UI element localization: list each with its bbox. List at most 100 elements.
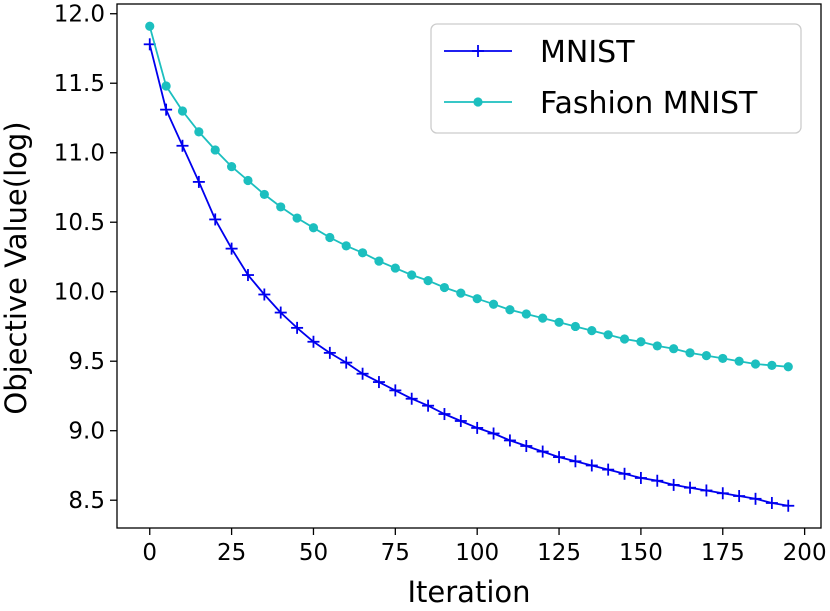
y-tick-label: 12.0 — [54, 2, 105, 28]
data-point-fashion-mnist — [243, 175, 253, 186]
data-point-fashion-mnist — [505, 305, 515, 315]
data-point-fashion-mnist — [407, 270, 417, 280]
data-point-mnist — [733, 490, 746, 503]
data-point-mnist — [258, 288, 271, 301]
data-point-mnist — [585, 459, 598, 472]
data-point-mnist — [192, 175, 205, 188]
data-point-mnist — [307, 335, 320, 348]
legend-marker-fashion-mnist — [473, 97, 483, 107]
data-point-mnist — [340, 356, 353, 369]
data-point-fashion-mnist — [554, 317, 564, 327]
data-point-fashion-mnist — [750, 359, 761, 369]
x-tick-label: 125 — [537, 540, 581, 566]
data-point-fashion-mnist — [538, 313, 548, 323]
data-point-fashion-mnist — [161, 81, 171, 91]
y-tick-label: 11.5 — [54, 71, 105, 97]
data-point-mnist — [503, 434, 516, 447]
data-point-mnist — [765, 496, 778, 509]
data-point-fashion-mnist — [194, 127, 204, 137]
data-point-mnist — [274, 306, 287, 319]
x-tick-label: 100 — [455, 540, 499, 566]
data-point-fashion-mnist — [423, 275, 433, 286]
data-point-mnist — [602, 463, 615, 476]
data-point-fashion-mnist — [456, 288, 466, 298]
data-point-fashion-mnist — [619, 334, 630, 344]
x-tick-label: 150 — [619, 540, 663, 566]
data-point-mnist — [716, 487, 729, 500]
legend-marker-mnist — [472, 45, 484, 57]
x-tick-label: 75 — [381, 540, 410, 566]
data-point-mnist — [520, 439, 533, 452]
data-point-fashion-mnist — [767, 360, 777, 370]
data-point-fashion-mnist — [701, 351, 711, 361]
data-point-mnist — [487, 427, 500, 440]
data-point-fashion-mnist — [341, 241, 351, 251]
data-point-fashion-mnist — [783, 362, 793, 372]
data-point-mnist — [323, 346, 336, 359]
data-point-mnist — [684, 481, 697, 494]
data-point-mnist — [372, 376, 385, 389]
data-point-mnist — [569, 455, 582, 468]
data-point-mnist — [782, 499, 795, 512]
x-tick-label: 50 — [299, 540, 328, 566]
data-point-mnist — [454, 414, 467, 427]
data-point-fashion-mnist — [734, 356, 744, 366]
data-point-mnist — [536, 445, 549, 458]
legend-label-mnist: MNIST — [540, 35, 635, 70]
data-point-mnist — [209, 213, 222, 226]
data-point-mnist — [356, 367, 369, 380]
data-point-mnist — [634, 471, 647, 484]
data-point-fashion-mnist — [325, 232, 335, 243]
series-line-fashion-mnist — [148, 25, 789, 368]
legend: MNIST Fashion MNIST — [430, 23, 802, 134]
data-point-fashion-mnist — [488, 299, 499, 309]
data-point-mnist — [553, 451, 566, 464]
y-tick-label: 9.5 — [68, 349, 105, 375]
data-point-fashion-mnist — [308, 223, 319, 233]
data-point-fashion-mnist — [685, 348, 695, 358]
data-point-fashion-mnist — [210, 145, 220, 155]
x-tick-label: 25 — [217, 540, 246, 566]
y-tick-label: 10.0 — [54, 280, 105, 306]
data-point-mnist — [700, 484, 713, 497]
data-point-mnist — [667, 478, 680, 491]
x-axis: 0 25 50 75 100 125 150 175 200 — [142, 528, 827, 566]
y-axis: 8.5 9.0 9.5 10.0 10.5 11.0 11.5 12.0 — [54, 2, 117, 514]
data-point-mnist — [422, 399, 435, 412]
data-point-fashion-mnist — [439, 282, 450, 293]
data-point-fashion-mnist — [357, 248, 368, 258]
data-point-fashion-mnist — [636, 337, 646, 347]
x-axis-title: Iteration — [407, 575, 530, 609]
y-axis-title: Objective Value(log) — [0, 121, 33, 414]
data-point-mnist — [749, 492, 762, 505]
y-tick-label: 11.0 — [54, 141, 105, 167]
series-line-mnist — [148, 44, 789, 507]
data-point-fashion-mnist — [521, 309, 531, 319]
data-point-mnist — [225, 242, 238, 255]
data-point-fashion-mnist — [259, 189, 269, 200]
data-point-fashion-mnist — [374, 256, 384, 266]
data-point-mnist — [389, 384, 402, 397]
data-point-fashion-mnist — [390, 263, 400, 273]
data-point-fashion-mnist — [292, 213, 302, 223]
data-point-mnist — [471, 421, 484, 434]
data-point-fashion-mnist — [669, 344, 679, 354]
y-tick-label: 8.5 — [68, 488, 105, 514]
legend-box — [430, 23, 802, 134]
data-point-fashion-mnist — [472, 294, 482, 304]
data-point-mnist — [241, 269, 254, 282]
data-point-mnist — [291, 321, 304, 334]
data-point-fashion-mnist — [177, 106, 188, 116]
data-point-fashion-mnist — [145, 21, 155, 31]
data-point-fashion-mnist — [570, 321, 581, 332]
data-point-mnist — [438, 408, 451, 421]
plot-area-frame — [116, 3, 822, 529]
data-point-fashion-mnist — [652, 341, 662, 351]
legend-label-fashion-mnist: Fashion MNIST — [540, 86, 758, 121]
x-tick-label: 0 — [142, 540, 157, 566]
x-tick-label: 200 — [783, 540, 827, 566]
data-point-fashion-mnist — [227, 162, 237, 172]
data-point-mnist — [618, 467, 631, 480]
data-point-mnist — [176, 139, 189, 152]
